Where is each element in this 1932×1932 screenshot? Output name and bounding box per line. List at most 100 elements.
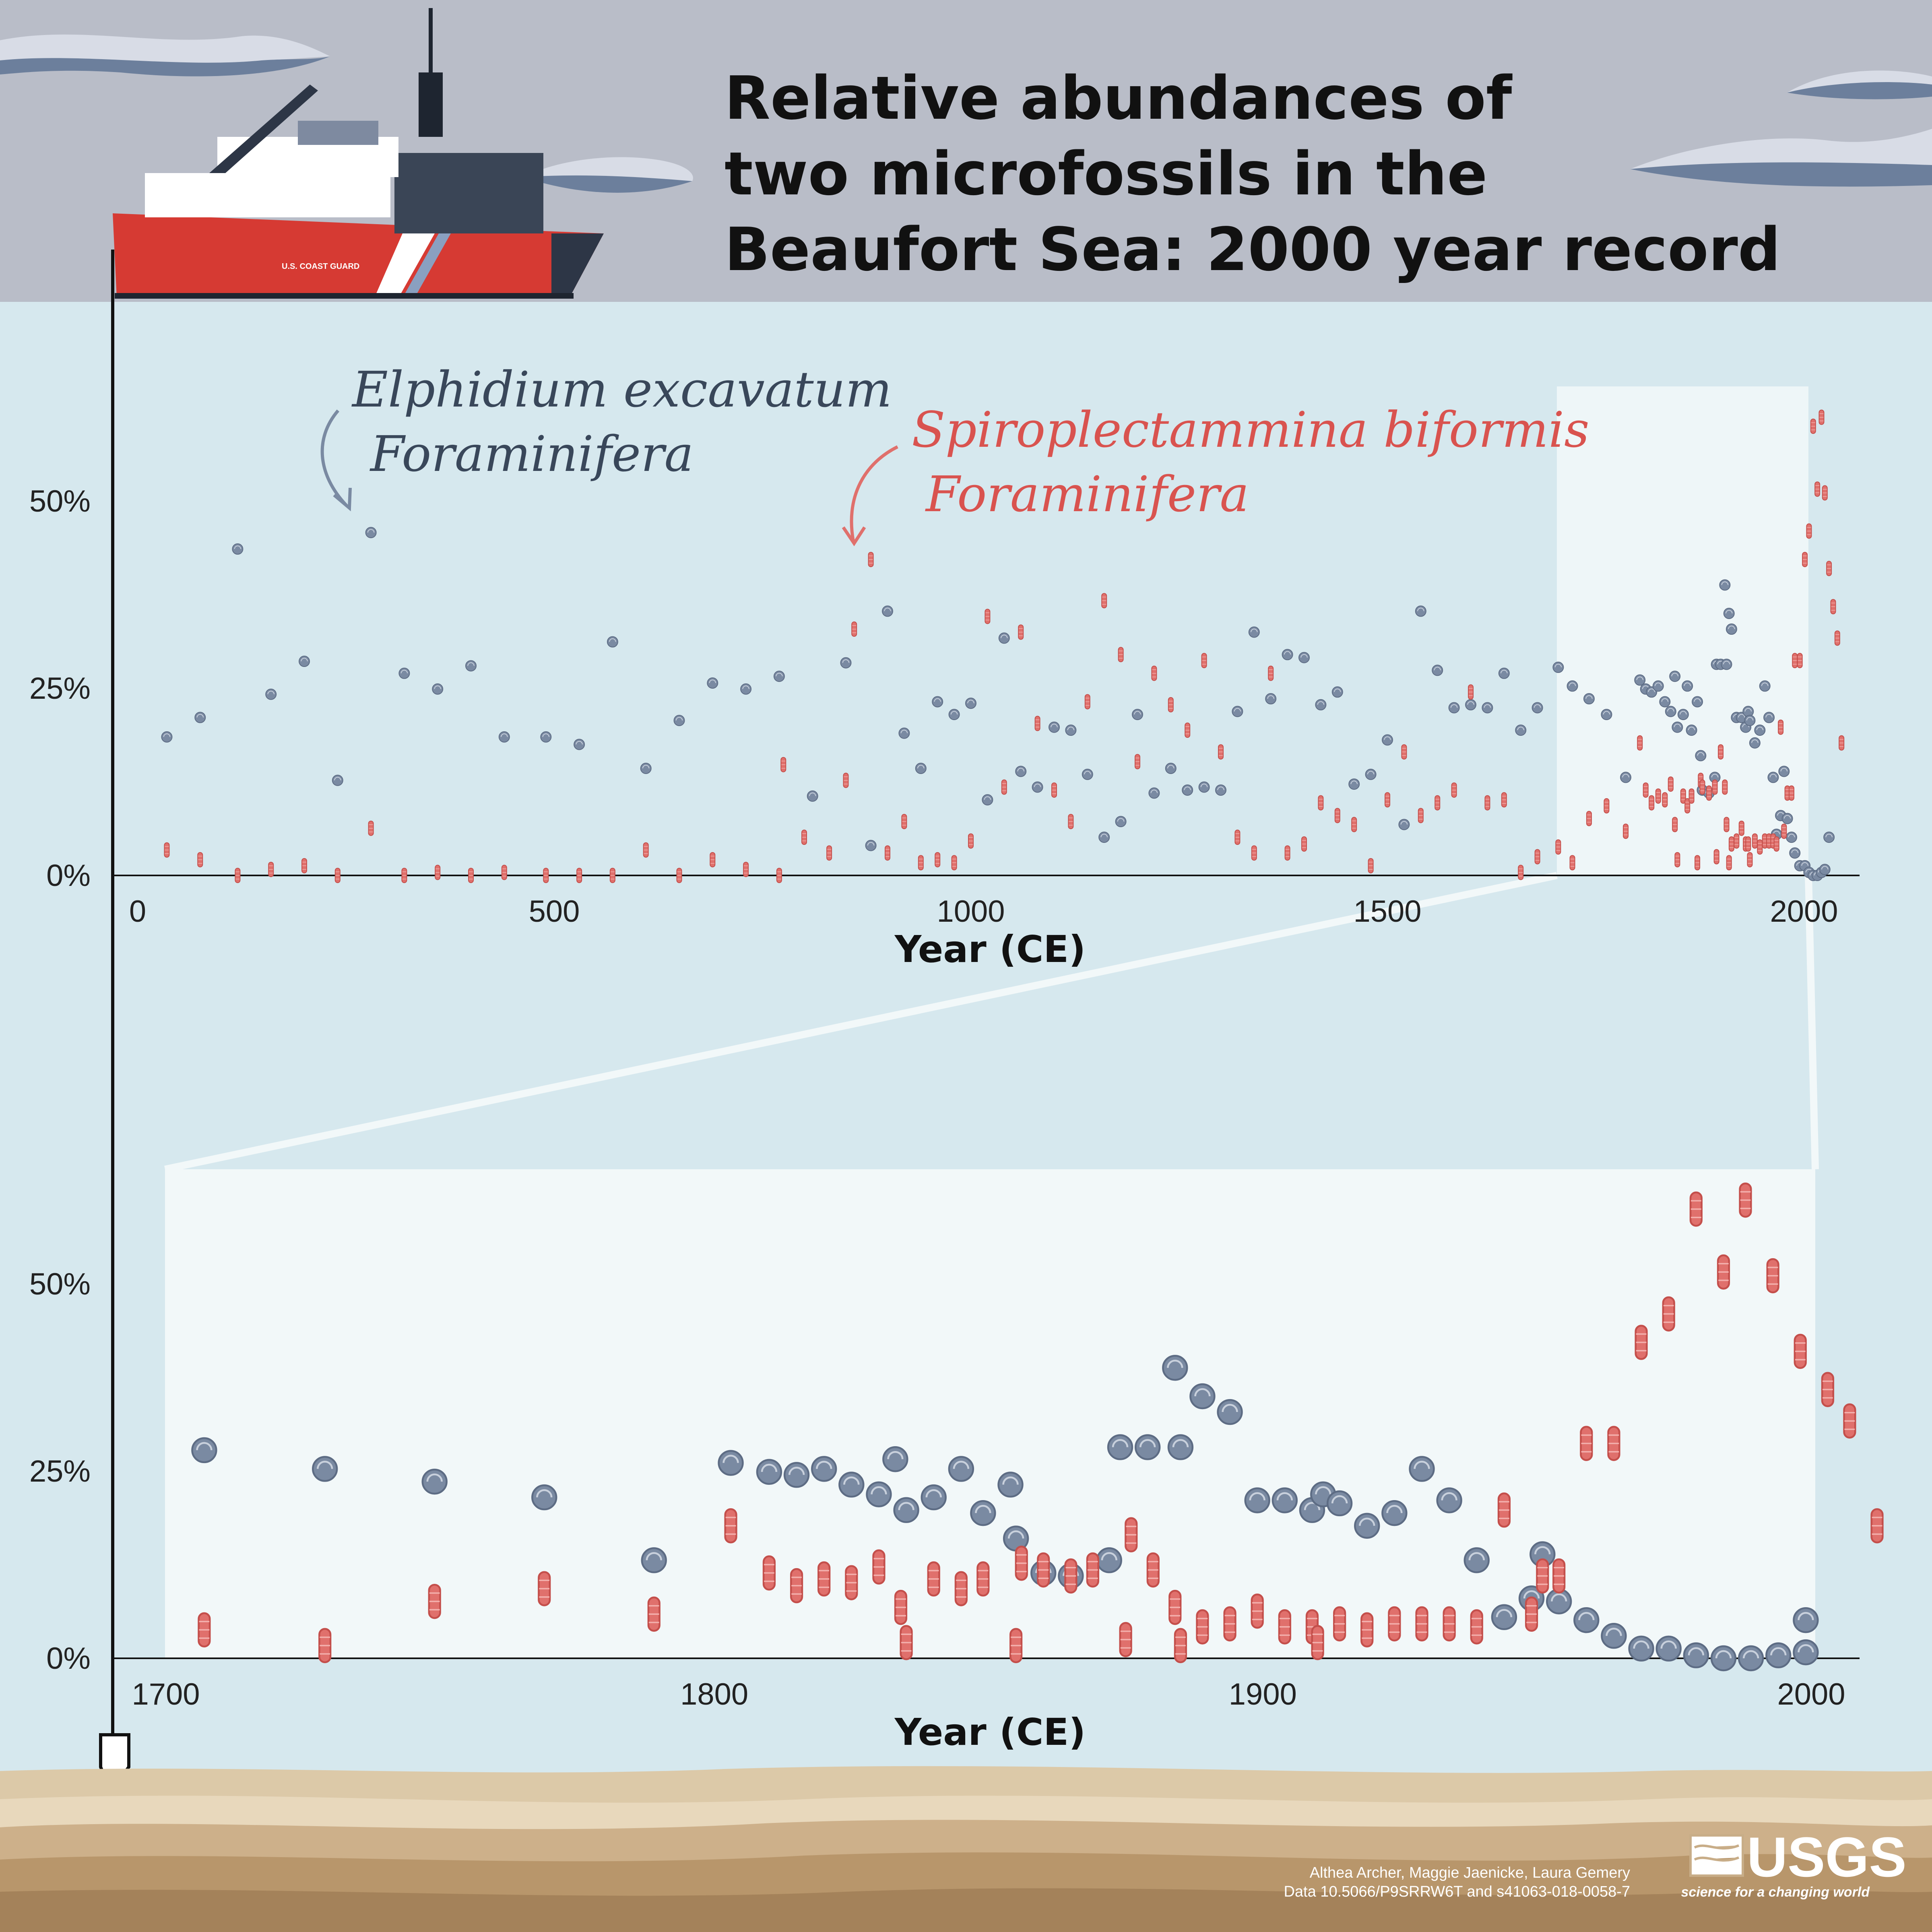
spiro-point — [1196, 1609, 1209, 1645]
spiro-point — [1174, 1628, 1187, 1664]
elphidium-point — [365, 527, 377, 539]
elphidium-point — [998, 632, 1010, 644]
elphidium-point — [1015, 766, 1027, 777]
elphidium-point — [1709, 772, 1721, 783]
spiro-point — [401, 868, 407, 883]
elphidium-point — [1601, 709, 1612, 720]
elphidium-point — [1552, 661, 1564, 673]
elphidium-point — [1823, 832, 1835, 843]
elphidium-point — [1719, 579, 1731, 591]
spiro-point — [428, 1583, 441, 1619]
spiro-point — [851, 621, 857, 637]
elphidium-point — [1532, 702, 1543, 714]
spiro-point — [576, 868, 582, 883]
spiro-point — [1518, 865, 1524, 880]
spiro-point — [968, 833, 974, 849]
spiro-point — [1451, 782, 1457, 798]
elphidium-point — [1695, 750, 1707, 762]
spiro-point — [435, 865, 441, 880]
spiro-point — [268, 862, 274, 877]
elphidium-point — [498, 731, 510, 743]
elphidium-point — [898, 727, 910, 739]
spiro-point — [1797, 653, 1803, 669]
elphidium-point — [1793, 1639, 1819, 1666]
elphidium-point — [1759, 680, 1771, 692]
elphidium-point — [1583, 693, 1595, 705]
elphidium-point — [1819, 864, 1831, 875]
elphidium-point — [1232, 706, 1243, 717]
elphidium-point — [1271, 1487, 1298, 1513]
elphidium-arrow — [320, 409, 347, 506]
x-tick-label: 0 — [129, 894, 146, 929]
x-tick-label: 500 — [529, 894, 580, 929]
spiro-point — [1484, 795, 1490, 811]
elphidium-point — [1710, 1645, 1737, 1672]
elphidium-point — [882, 605, 893, 617]
spiro-point — [1655, 788, 1661, 804]
spiro-point — [1766, 833, 1772, 849]
spiro-point — [776, 868, 782, 883]
spiro-point — [1806, 523, 1812, 539]
elphidium-point — [1348, 778, 1360, 790]
elphidium-point — [191, 1437, 217, 1463]
spiro-point — [918, 855, 924, 871]
elphidium-point — [1686, 724, 1697, 736]
spiro-point — [1168, 1589, 1182, 1625]
elphidium-point — [1432, 665, 1443, 676]
elphidium-point — [1726, 623, 1737, 635]
elphidium-point — [1282, 649, 1293, 661]
title-line-2: two microfossils in the — [724, 139, 1487, 208]
spiro-point — [1569, 855, 1575, 871]
spiro-point — [1051, 782, 1057, 798]
ship-upper-grey — [298, 121, 378, 145]
spiro-point — [1119, 1622, 1132, 1657]
elphidium-point — [1165, 763, 1177, 774]
spiro-point — [1689, 1191, 1703, 1227]
spiro-point — [1724, 817, 1730, 832]
spiro-point — [1534, 849, 1540, 865]
elphidium-point — [1785, 832, 1797, 843]
clouds — [0, 34, 1932, 193]
elphidium-point — [1652, 680, 1664, 692]
spiro-point — [935, 852, 941, 867]
spiro-point — [710, 852, 716, 867]
elphidium-point — [893, 1497, 919, 1523]
spiro-point — [743, 862, 749, 877]
spiro-point — [1662, 1296, 1675, 1332]
spiro-arrowhead — [842, 526, 866, 547]
elphidium-point — [1601, 1623, 1627, 1649]
elphidium-point — [265, 688, 277, 700]
spiro-point — [985, 609, 991, 624]
elphidium-point — [1463, 1547, 1490, 1573]
spiro-point — [197, 852, 203, 867]
spiro-point — [501, 865, 507, 880]
spiro-point — [1818, 409, 1825, 425]
elphidium-point — [1182, 784, 1193, 796]
spiro-point — [1623, 824, 1629, 839]
spiro-point — [1501, 792, 1507, 808]
x-tick-label: 2000 — [1770, 894, 1838, 929]
elphidium-point — [432, 683, 444, 695]
elphidium-point — [1326, 1490, 1353, 1517]
spiro-point — [1151, 665, 1157, 681]
spiro-point — [1333, 1606, 1346, 1642]
spiro-point — [1843, 1403, 1856, 1439]
elphidium-point — [1677, 709, 1689, 720]
ship-mast — [419, 72, 443, 137]
cloud-left-shade — [0, 56, 330, 76]
spiro-point — [1268, 665, 1274, 681]
spiro-point — [790, 1568, 803, 1604]
spiro-point — [1018, 624, 1024, 640]
spiro-group: Foraminifera — [925, 466, 1249, 523]
spiro-point — [1635, 1325, 1648, 1360]
elphidium-point — [740, 683, 752, 695]
elphidium-point — [982, 794, 993, 806]
spiro-point — [1712, 779, 1718, 795]
elphidium-point — [1789, 847, 1801, 859]
elphidium-point — [1398, 819, 1410, 830]
ship-hull — [113, 213, 604, 298]
spiro-point — [1311, 1625, 1324, 1660]
spiro-point — [1435, 795, 1441, 811]
zoom-line-left — [164, 872, 1558, 1173]
ship-deck-white — [145, 173, 390, 217]
